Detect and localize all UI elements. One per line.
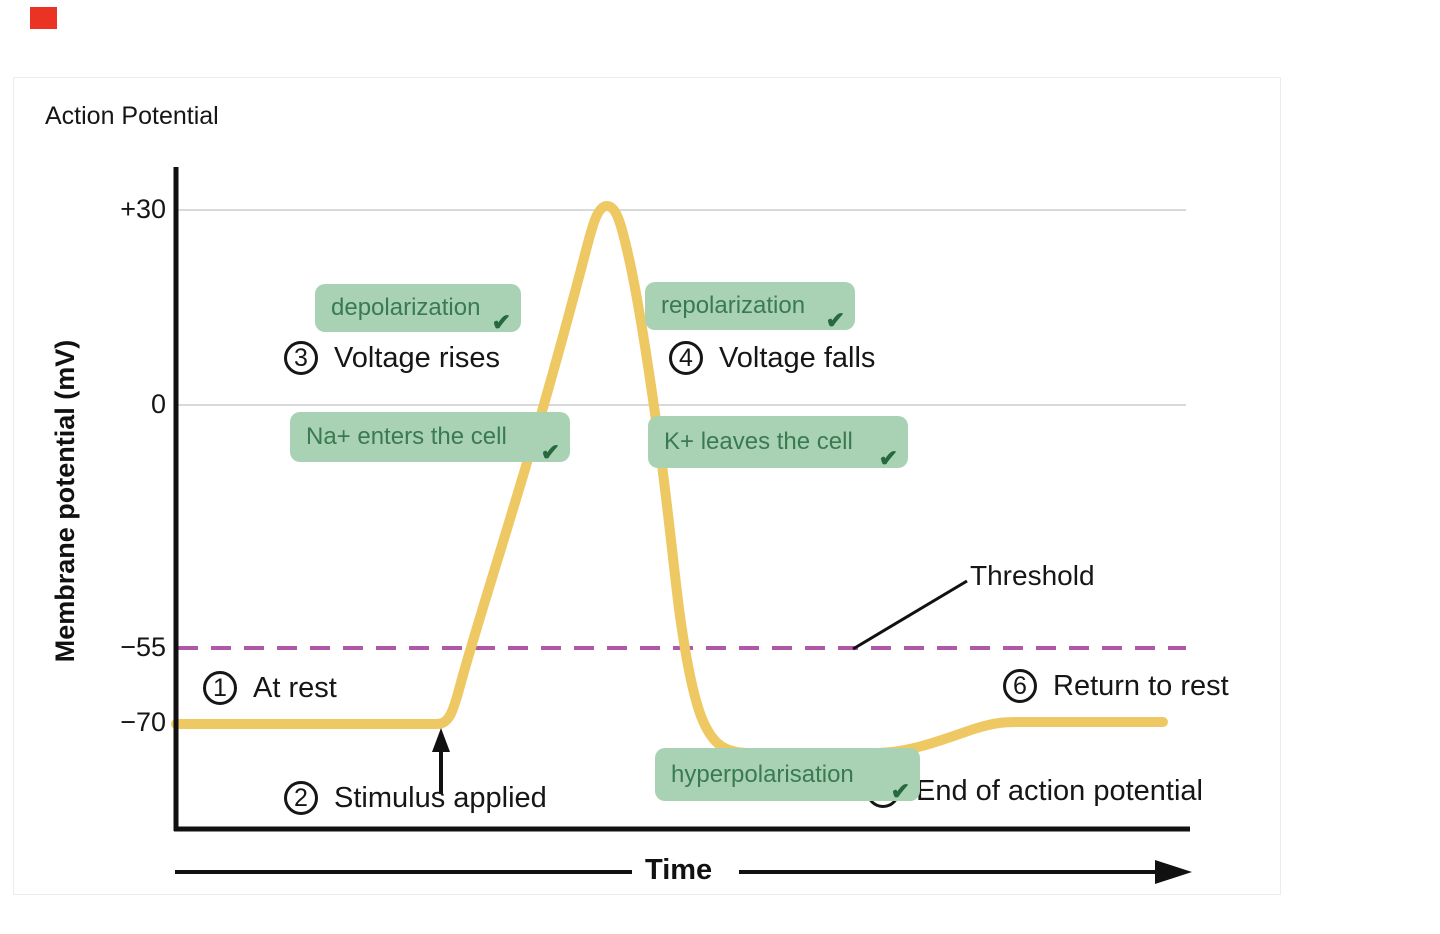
stage-return-to-rest: 6 Return to rest	[1003, 669, 1229, 703]
stage-label: At rest	[253, 671, 337, 704]
stage-stimulus-applied: 2 Stimulus applied	[284, 781, 547, 815]
check-icon: ✔	[890, 778, 910, 804]
stage-label: End of action potential	[916, 774, 1203, 807]
stage-voltage-falls: 4 Voltage falls	[669, 341, 875, 375]
chip-label: K+ leaves the cell	[664, 428, 853, 455]
stage-label: Voltage rises	[334, 341, 501, 374]
stage-number-badge: 3	[284, 341, 318, 375]
answer-chip-hyperpolarisation[interactable]: hyperpolarisation ✔	[655, 748, 920, 804]
ytick-minus70: −70	[120, 707, 166, 737]
chart-title: Action Potential	[45, 102, 219, 130]
answer-chip-k-leaves-cell[interactable]: K+ leaves the cell ✔	[648, 416, 908, 471]
stage-number-badge: 1	[203, 671, 237, 705]
threshold-pointer-line	[852, 579, 968, 651]
stage-voltage-rises: 3 Voltage rises	[284, 341, 500, 375]
ytick-minus55: −55	[120, 632, 166, 662]
check-icon: ✔	[878, 445, 898, 471]
red-marker	[30, 7, 57, 29]
check-icon: ✔	[540, 439, 560, 465]
answer-chip-na-enters-cell[interactable]: Na+ enters the cell ✔	[290, 412, 570, 465]
check-icon: ✔	[825, 307, 845, 333]
chip-label: repolarization	[661, 292, 806, 319]
ytick-zero: 0	[150, 389, 166, 419]
ytick-plus30: +30	[120, 194, 166, 224]
chip-label: Na+ enters the cell	[306, 423, 507, 450]
stage-label: Stimulus applied	[334, 781, 547, 814]
check-icon: ✔	[491, 309, 511, 335]
chip-label: hyperpolarisation	[671, 760, 854, 788]
stage-label: Return to rest	[1053, 669, 1229, 702]
answer-chip-repolarization[interactable]: repolarization ✔	[645, 282, 855, 333]
threshold-label: Threshold	[970, 560, 1095, 591]
x-axis-label: Time	[645, 854, 713, 886]
chip-label: depolarization	[331, 294, 481, 321]
stimulus-arrow-head-icon	[432, 728, 450, 752]
stage-number-badge: 4	[669, 341, 703, 375]
chart-card	[13, 77, 1281, 895]
stage-number-badge: 2	[284, 781, 318, 815]
stage-number-badge: 6	[1003, 669, 1037, 703]
stage-label: Voltage falls	[719, 341, 876, 374]
stage-at-rest: 1 At rest	[203, 671, 337, 705]
answer-chip-depolarization[interactable]: depolarization ✔	[315, 284, 521, 335]
time-arrow-head-icon	[1155, 860, 1192, 884]
